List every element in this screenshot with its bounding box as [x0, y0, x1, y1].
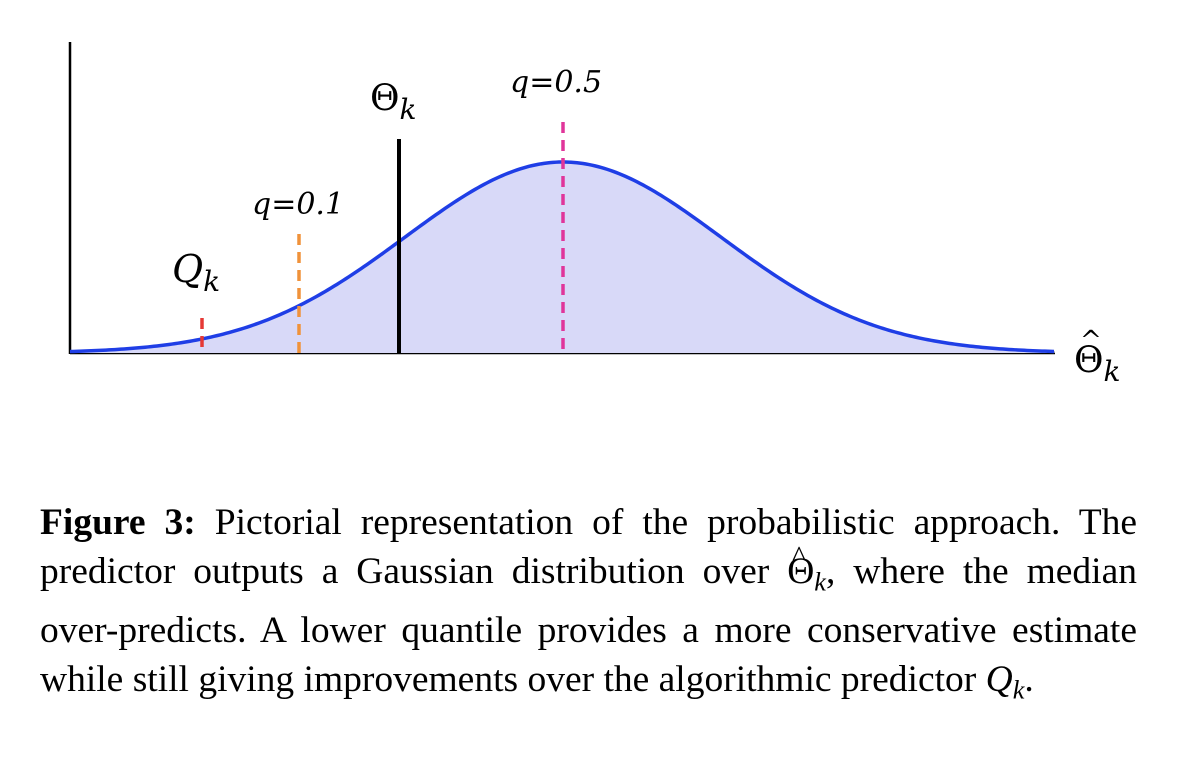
theta-hat-k-label: Θk — [1074, 340, 1120, 388]
figure-caption: Figure 3: Pictorial representation of th… — [40, 498, 1137, 715]
q05-label: q=0.5 — [510, 65, 602, 100]
gaussian-figure: Qk q=0.1 Θk q=0.5 Θk ^ — [68, 42, 1120, 388]
caption-end: . — [1024, 659, 1034, 701]
q01-label: q=0.1 — [252, 187, 344, 222]
caption-text-1: Pictorial representation of the probabil… — [40, 502, 1137, 592]
caption-theta-hat: Θ — [787, 532, 814, 596]
caption-q-sub: k — [1012, 675, 1025, 705]
theta-k-label: Θk — [370, 78, 416, 126]
caption-label: Figure 3: — [40, 502, 196, 543]
caption-q: Q — [985, 659, 1013, 701]
theta-hat-caret: ^ — [1080, 326, 1102, 356]
caption-theta-sub: k — [814, 567, 826, 597]
caption-text-2: , where the median over-predicts. A lowe… — [40, 551, 1137, 701]
q-k-label: Qk — [172, 247, 220, 298]
